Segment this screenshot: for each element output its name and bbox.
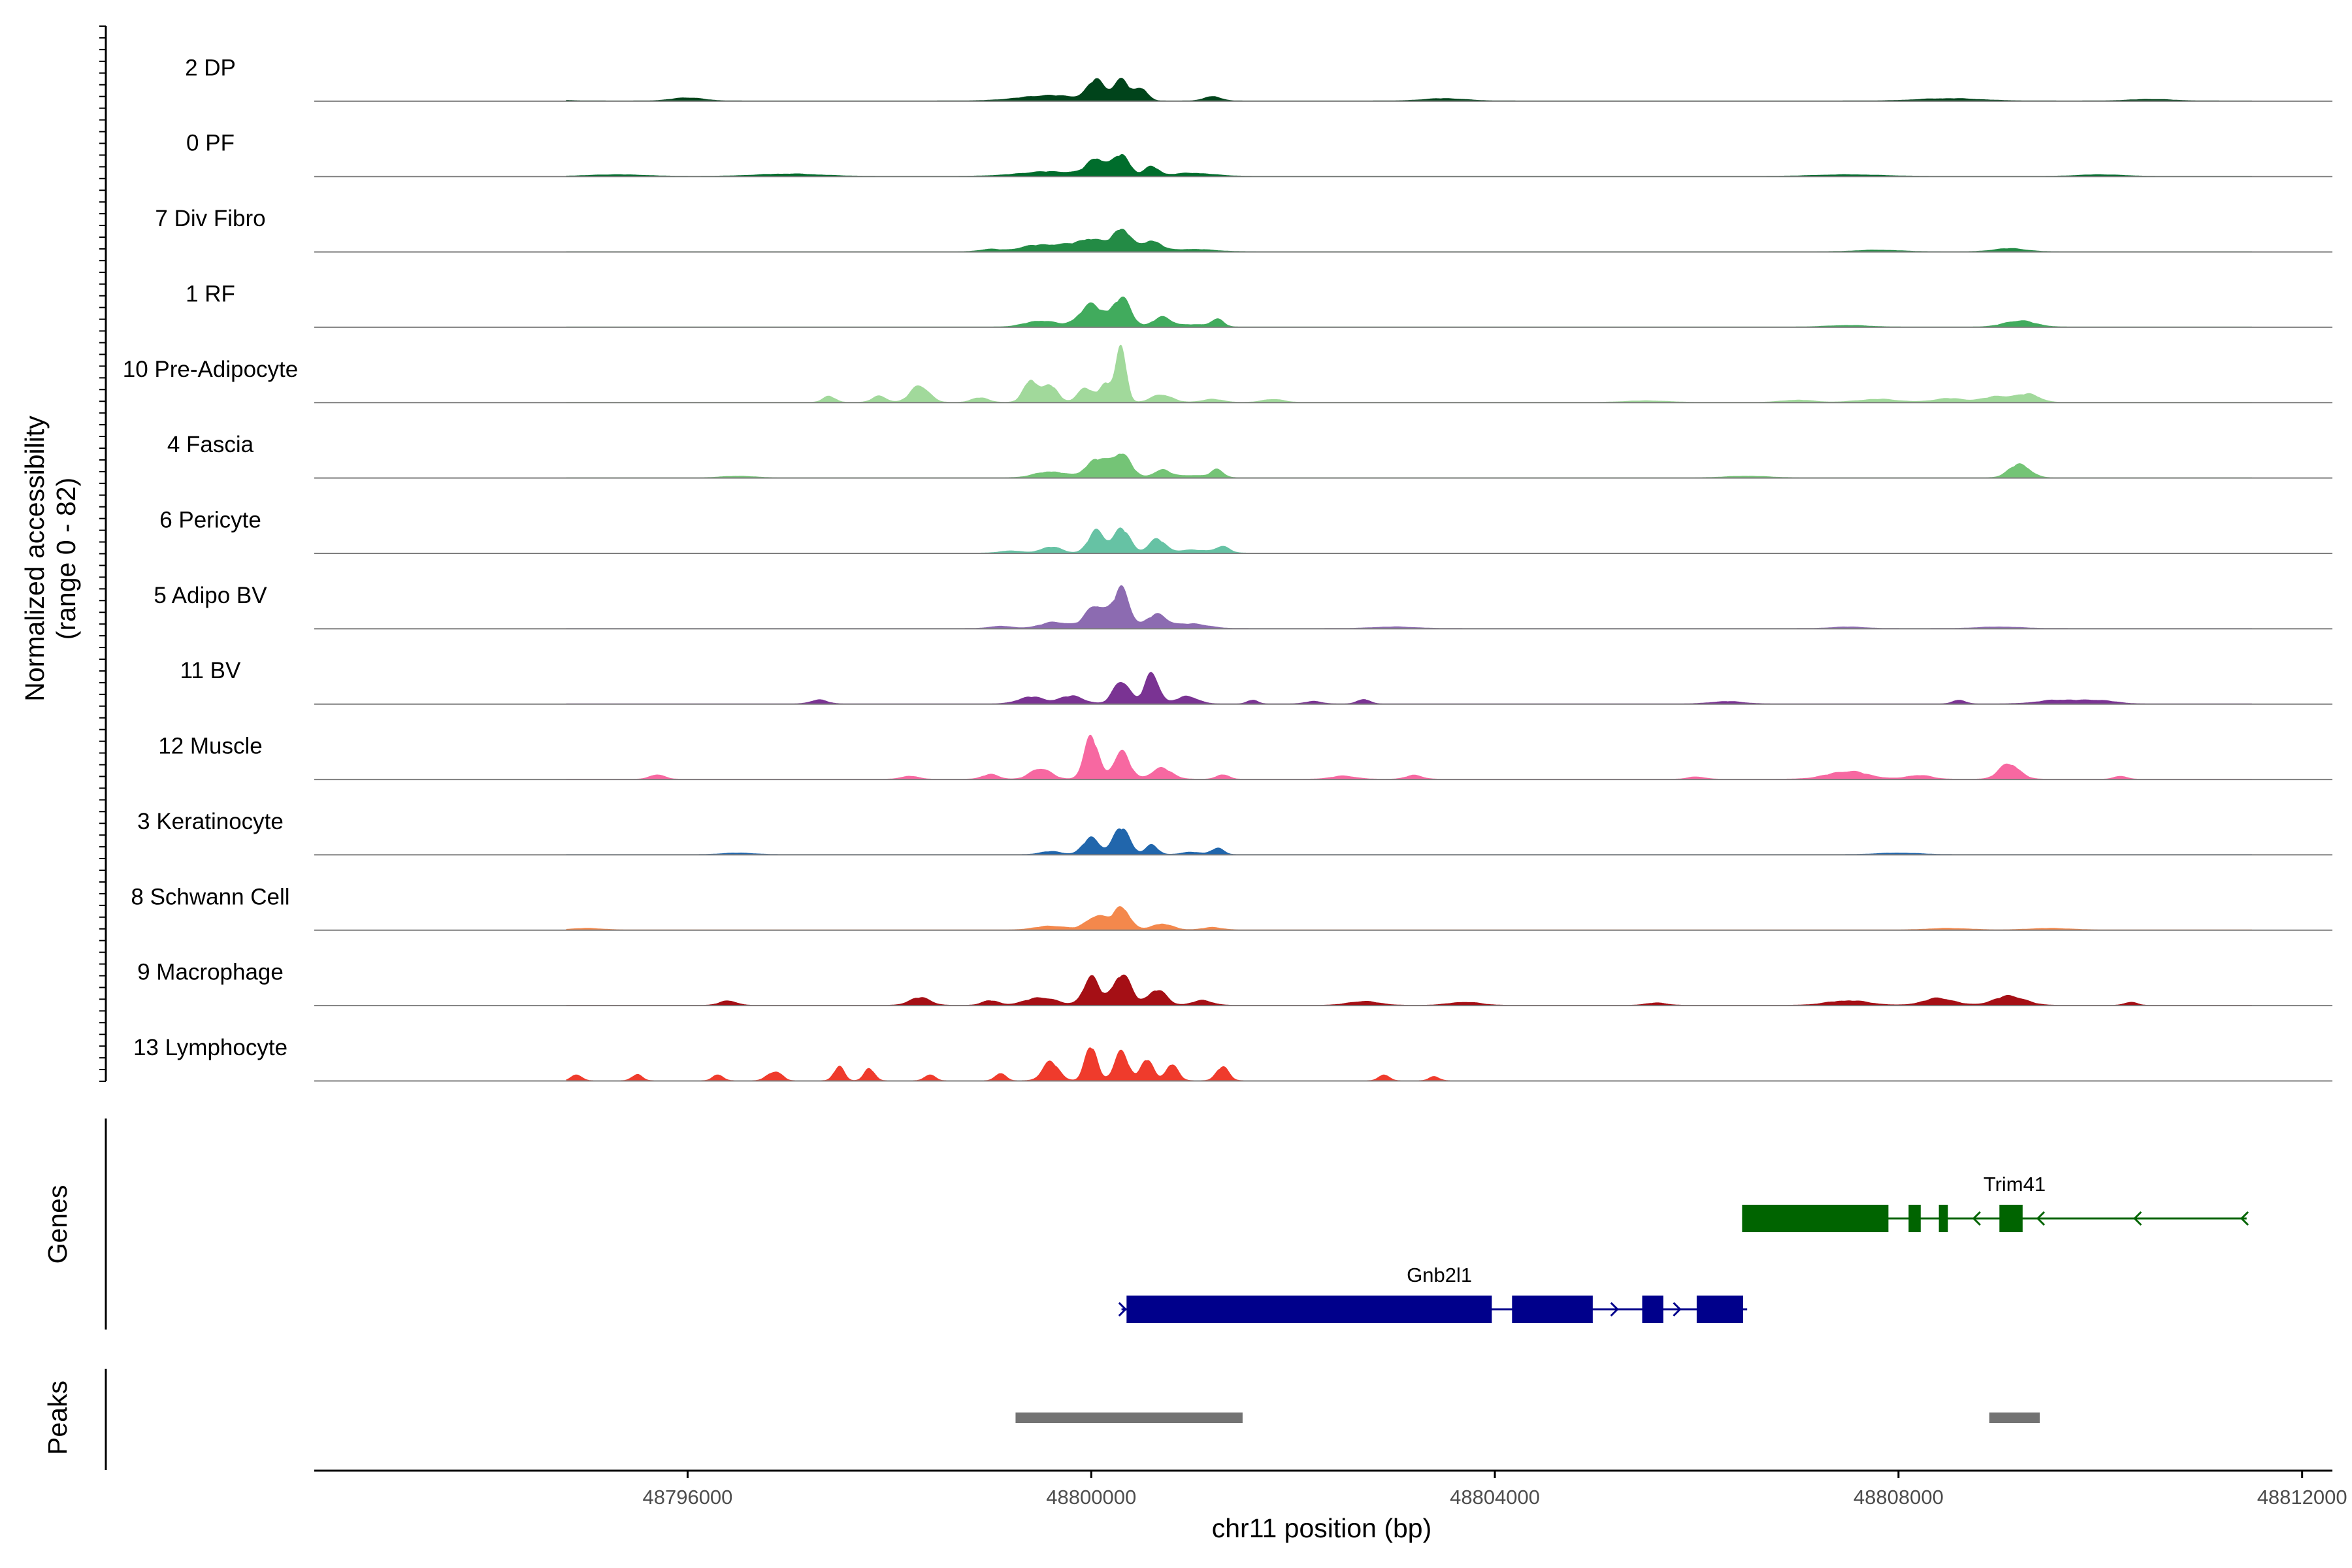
x-axis-tick-label: 48800000: [1046, 1486, 1136, 1509]
track-label: 1 RF: [186, 281, 235, 306]
x-axis-tick-label: 48796000: [642, 1486, 732, 1509]
track-label: 0 PF: [186, 131, 235, 156]
track-label: 3 Keratinocyte: [137, 809, 284, 834]
x-axis-tick-label: 48812000: [2257, 1486, 2347, 1509]
strand-arrow: [2133, 1211, 2142, 1226]
strand-arrow: [1118, 1301, 1127, 1317]
x-axis-tick-label: 48808000: [1854, 1486, 1944, 1509]
gene-exon: [1742, 1205, 1889, 1232]
gene-exon: [1908, 1205, 1921, 1232]
gene-exon: [1126, 1296, 1492, 1323]
gene-exon: [1512, 1296, 1593, 1323]
x-axis-title: chr11 position (bp): [1212, 1513, 1432, 1543]
x-axis-tick-label: 48804000: [1450, 1486, 1540, 1509]
gene-exon: [1696, 1296, 1744, 1323]
track-label: 6 Pericyte: [159, 508, 261, 533]
peak-region: [1015, 1413, 1243, 1423]
track-label: 5 Adipo BV: [154, 583, 267, 608]
track-label: 2 DP: [185, 55, 236, 80]
track-label: 8 Schwann Cell: [131, 884, 289, 909]
strand-arrow: [2036, 1211, 2046, 1226]
track-label: 4 Fascia: [167, 432, 254, 457]
strand-arrow: [2240, 1211, 2249, 1226]
track-label: 11 BV: [180, 658, 241, 683]
track-label: 9 Macrophage: [137, 960, 284, 985]
peaks-axis-title: Peaks: [42, 1380, 73, 1455]
track-label: 12 Muscle: [158, 734, 263, 759]
gene-exon: [1938, 1205, 1948, 1232]
track-label: 10 Pre-Adipocyte: [123, 357, 298, 382]
gene-exon: [1999, 1205, 2023, 1232]
genes-axis-title: Genes: [42, 1185, 73, 1264]
genes-panel: Trim41 Gnb2l1: [105, 1119, 2249, 1330]
gene-label: Gnb2l1: [1407, 1264, 1472, 1286]
gene-exon: [1642, 1296, 1663, 1323]
coverage-y-axis-title-line2: (range 0 - 82): [51, 478, 81, 640]
x-axis: 48796000 48800000 48804000 48808000 48812000: [314, 1469, 2347, 1509]
coverage-tracks: 2 DP 0 PF 7 Div Fibro 1 RF 10 Pre-Adipocyte 4…: [123, 55, 2332, 1082]
strand-arrow: [1610, 1301, 1619, 1317]
coverage-y-axis: [99, 25, 107, 1082]
strand-arrow: [1673, 1301, 1682, 1317]
track-label: 7 Div Fibro: [155, 206, 265, 231]
gene-label: Trim41: [1984, 1173, 2046, 1196]
peaks-panel: [105, 1369, 2040, 1470]
strand-arrow: [1972, 1211, 1981, 1226]
track-label: 13 Lymphocyte: [133, 1035, 287, 1060]
coverage-y-axis-title-line1: Normalized accessibility: [20, 416, 50, 702]
peak-region: [1989, 1413, 2040, 1423]
